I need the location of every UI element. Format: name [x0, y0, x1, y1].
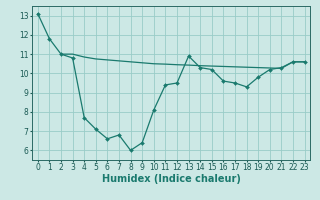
X-axis label: Humidex (Indice chaleur): Humidex (Indice chaleur) [102, 174, 241, 184]
